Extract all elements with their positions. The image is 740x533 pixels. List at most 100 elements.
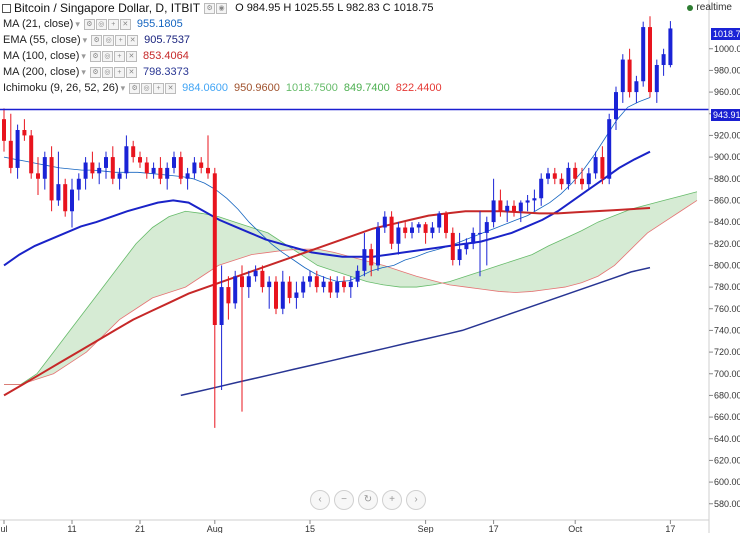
- candle-body: [151, 167, 156, 174]
- candle-body: [362, 249, 367, 271]
- eye-icon[interactable]: ◎: [101, 50, 113, 62]
- settings-icon[interactable]: ⚙: [89, 66, 101, 78]
- x-tick-label: 17: [489, 524, 499, 533]
- caret-down-icon[interactable]: ▾: [81, 50, 86, 61]
- add-icon[interactable]: +: [107, 18, 119, 30]
- candle-body: [586, 173, 591, 185]
- eye-icon[interactable]: ◎: [141, 82, 153, 94]
- candle-body: [321, 281, 326, 288]
- indicator-buttons: ⚙ ◎ + ✕: [129, 82, 177, 94]
- cloud-area: [4, 191, 697, 385]
- ma-line-3: [3, 207, 651, 397]
- close-icon[interactable]: ✕: [125, 66, 137, 78]
- x-tick-label: 21: [135, 524, 145, 533]
- candle-body: [566, 167, 571, 185]
- indicator-buttons: ⚙ ◎ + ✕: [89, 50, 137, 62]
- symbol-title[interactable]: Bitcoin / Singapore Dollar, D, ITBIT: [14, 1, 201, 15]
- realtime-label: realtime: [696, 2, 732, 13]
- candlesticks: [2, 16, 673, 428]
- indicator-name[interactable]: Ichimoku (9, 26, 52, 26): [3, 82, 119, 94]
- y-tick-label: 700.00: [714, 369, 740, 379]
- candle-body: [42, 157, 47, 179]
- candle-body: [620, 59, 625, 93]
- price-axis[interactable]: 580.00 600.00 620.00 640.00 660.00 680.00 700.…: [708, 0, 740, 533]
- add-icon[interactable]: +: [115, 34, 127, 46]
- time-axis[interactable]: ul1121Aug15Sep17Oct17Nov14: [0, 519, 740, 533]
- eye-icon[interactable]: ◎: [103, 34, 115, 46]
- candle-body: [206, 167, 210, 174]
- line-price-tag: 943.91: [711, 109, 740, 121]
- candle-body: [117, 173, 122, 179]
- candle-body: [212, 173, 217, 325]
- last-price-tag: 1018.75: [711, 28, 740, 40]
- candle-body: [260, 270, 265, 288]
- candle-body: [355, 270, 360, 282]
- indicator-row[interactable]: MA (21, close) ▾ ⚙ ◎ + ✕ 955.1805: [0, 17, 183, 31]
- close-icon[interactable]: ✕: [127, 34, 139, 46]
- indicator-value: 1018.7500: [285, 82, 338, 94]
- candle-body: [233, 276, 238, 304]
- square-icon: [2, 3, 11, 13]
- candle-body: [580, 178, 584, 185]
- reset-icon[interactable]: ↻: [358, 490, 378, 510]
- caret-down-icon[interactable]: ▾: [81, 66, 86, 77]
- settings-icon[interactable]: ⚙: [83, 18, 95, 30]
- candle-body: [518, 202, 523, 212]
- caret-down-icon[interactable]: ▾: [82, 34, 88, 45]
- y-tick-label: 680.00: [714, 390, 740, 400]
- add-icon[interactable]: +: [113, 50, 125, 62]
- candle-body: [240, 276, 244, 288]
- candle-body: [491, 200, 496, 223]
- candle-body: [376, 227, 380, 266]
- candle-body: [410, 227, 414, 233]
- add-icon[interactable]: +: [153, 82, 165, 94]
- caret-down-icon[interactable]: ▾: [120, 82, 126, 93]
- eye-icon[interactable]: ◉: [216, 2, 228, 14]
- caret-down-icon[interactable]: ▾: [75, 18, 80, 29]
- y-tick-label: 860.00: [714, 195, 740, 205]
- candle-body: [83, 162, 88, 179]
- candle-body: [267, 281, 272, 288]
- chevron-right-icon[interactable]: ›: [406, 490, 426, 510]
- settings-icon[interactable]: ⚙: [91, 34, 103, 46]
- candle-body: [131, 146, 136, 158]
- indicator-name[interactable]: MA (21, close): [3, 18, 74, 30]
- minus-icon[interactable]: −: [334, 490, 354, 510]
- settings-icon[interactable]: ⚙: [89, 50, 101, 62]
- candle-body: [301, 281, 306, 293]
- settings-icon[interactable]: ⚙: [204, 2, 216, 14]
- close-icon[interactable]: ✕: [165, 82, 177, 94]
- candle-body: [512, 205, 516, 212]
- candle-body: [165, 167, 170, 179]
- candle-body: [192, 162, 197, 174]
- candle-body: [389, 216, 394, 244]
- indicator-row[interactable]: Ichimoku (9, 26, 52, 26) ▾ ⚙ ◎ + ✕ 984.0600 950…: [0, 81, 442, 95]
- candle-body: [172, 157, 176, 168]
- eye-icon[interactable]: ◎: [95, 18, 107, 30]
- eye-icon[interactable]: ◎: [101, 66, 113, 78]
- candle-body: [2, 119, 6, 141]
- x-tick-label: ul: [0, 524, 7, 533]
- close-icon[interactable]: ✕: [119, 18, 131, 30]
- title-buttons: ⚙ ◉: [204, 2, 228, 14]
- close-icon[interactable]: ✕: [125, 50, 137, 62]
- ohlc-values: O 984.95 H 1025.55 L 982.83 C 1018.75: [235, 2, 434, 14]
- candle-body: [573, 167, 578, 179]
- indicator-row[interactable]: EMA (55, close) ▾ ⚙ ◎ + ✕ 905.7537: [0, 33, 190, 47]
- indicator-name[interactable]: MA (100, close): [3, 50, 80, 62]
- add-icon[interactable]: +: [113, 66, 125, 78]
- candle-body: [199, 162, 204, 168]
- indicator-value: 955.1805: [136, 18, 183, 30]
- indicator-name[interactable]: MA (200, close): [3, 66, 80, 78]
- indicator-row[interactable]: MA (200, close) ▾ ⚙ ◎ + ✕ 798.3373: [0, 65, 189, 79]
- indicator-row[interactable]: MA (100, close) ▾ ⚙ ◎ + ✕ 853.4064: [0, 49, 189, 63]
- candle-body: [437, 213, 442, 228]
- settings-icon[interactable]: ⚙: [129, 82, 141, 94]
- plus-icon[interactable]: +: [382, 490, 402, 510]
- indicator-name[interactable]: EMA (55, close): [3, 34, 81, 46]
- candle-body: [416, 224, 421, 228]
- chevron-left-icon[interactable]: ‹: [310, 490, 330, 510]
- candle-body: [600, 157, 605, 179]
- chart-navigation: ‹ − ↻ + ›: [310, 490, 426, 510]
